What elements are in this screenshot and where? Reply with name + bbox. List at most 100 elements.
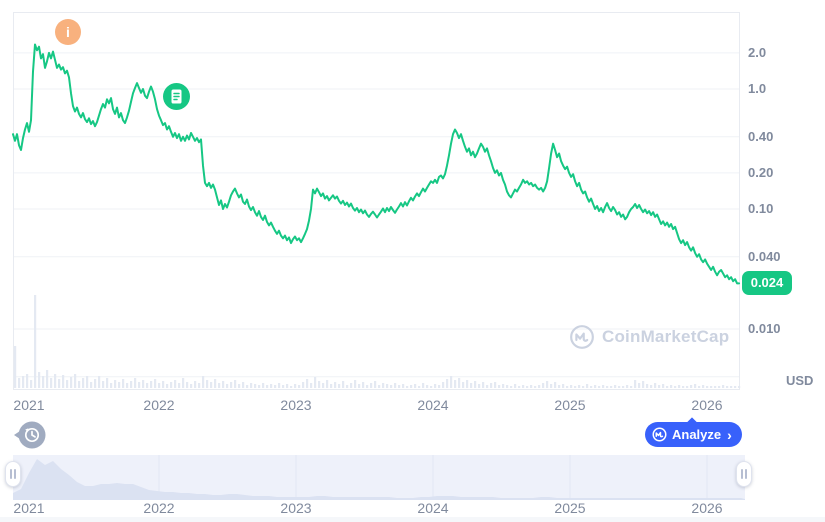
volume-bar — [54, 374, 57, 388]
volume-bar — [146, 383, 149, 388]
volume-bar — [506, 385, 509, 388]
volume-bar — [526, 386, 529, 388]
brush-x-axis-label: 2022 — [143, 500, 175, 516]
volume-bar — [698, 386, 701, 388]
currency-unit-label[interactable]: USD — [786, 373, 814, 388]
volume-bar — [98, 376, 101, 388]
analyze-button[interactable]: Analyze › — [645, 417, 742, 447]
volume-bar — [290, 386, 293, 388]
brush-handle-left[interactable] — [5, 461, 21, 487]
volume-bar — [70, 377, 73, 388]
volume-bar — [646, 384, 649, 388]
volume-bar — [210, 382, 213, 388]
volume-bar — [274, 385, 277, 388]
volume-bar — [550, 384, 553, 388]
volume-bar — [454, 380, 457, 388]
volume-bar — [246, 385, 249, 388]
volume-bar — [738, 386, 741, 388]
volume-bar — [534, 386, 537, 388]
volume-bar — [138, 382, 141, 388]
timeline-brush-canvas — [13, 455, 745, 500]
volume-bar — [298, 385, 301, 388]
volume-bar — [390, 385, 393, 388]
x-axis-label: 2025 — [554, 397, 586, 413]
volume-bar — [302, 382, 305, 388]
volume-bar — [690, 385, 693, 388]
history-icon[interactable] — [12, 419, 48, 451]
volume-bar — [362, 382, 365, 388]
volume-bar — [106, 378, 109, 388]
volume-bar — [450, 376, 453, 388]
volume-bar — [686, 386, 689, 388]
info-marker-glyph: i — [66, 24, 70, 40]
volume-bar — [474, 381, 477, 388]
volume-bar — [502, 384, 505, 388]
volume-bar — [310, 383, 313, 388]
volume-bar — [30, 380, 33, 388]
volume-bar — [190, 384, 193, 388]
volume-bar — [154, 379, 157, 388]
volume-bar — [338, 384, 341, 388]
brush-x-axis-label: 2023 — [280, 500, 312, 516]
volume-bar — [514, 384, 517, 388]
volume-bar — [730, 386, 733, 388]
volume-bar — [458, 378, 461, 388]
volume-bar — [22, 376, 25, 388]
volume-bar — [202, 376, 205, 388]
volume-bar — [426, 385, 429, 388]
volume-bar — [222, 381, 225, 388]
volume-bar — [18, 378, 21, 388]
price-line — [12, 43, 741, 285]
volume-bar — [126, 383, 129, 388]
volume-bar — [462, 382, 465, 388]
coinmarketcap-watermark: CoinMarketCap — [569, 324, 729, 350]
y-axis-label: 0.20 — [748, 165, 774, 180]
volume-bar — [226, 384, 229, 388]
y-axis-label: 0.10 — [748, 201, 774, 216]
volume-bar — [606, 386, 609, 388]
volume-bar — [378, 385, 381, 388]
bottom-divider — [0, 517, 825, 522]
volume-bar — [242, 382, 245, 388]
brush-handle-right[interactable] — [736, 461, 752, 487]
volume-bar — [142, 380, 145, 388]
volume-bar — [382, 383, 385, 388]
volume-bar — [498, 385, 501, 388]
chevron-right-icon: › — [727, 426, 732, 443]
volume-bar — [374, 381, 377, 388]
volume-bar — [574, 386, 577, 388]
volume-bar — [370, 383, 373, 388]
y-axis-label: 1.0 — [748, 81, 767, 96]
volume-bar — [342, 381, 345, 388]
volume-bar — [578, 385, 581, 388]
volume-bar — [486, 385, 489, 388]
volume-bar — [278, 383, 281, 388]
volume-bar — [102, 381, 105, 388]
news-marker-icon[interactable] — [163, 83, 190, 110]
volume-bar — [446, 379, 449, 388]
volume-bar — [438, 385, 441, 388]
brush-area — [13, 459, 745, 500]
volume-bar — [186, 382, 189, 388]
info-marker-icon[interactable]: i — [55, 19, 81, 45]
volume-bar — [358, 384, 361, 388]
volume-bar — [118, 382, 121, 388]
volume-bar — [610, 386, 613, 388]
volume-bar — [114, 380, 117, 388]
volume-bar — [354, 380, 357, 388]
coinmarketcap-logo-icon — [570, 325, 594, 349]
volume-bar — [650, 385, 653, 388]
volume-bar — [250, 383, 253, 388]
volume-bar — [170, 382, 173, 388]
volume-bar — [530, 385, 533, 388]
volume-bar — [234, 380, 237, 388]
volume-bar — [394, 383, 397, 388]
timeline-brush[interactable] — [13, 455, 745, 500]
volume-bar — [82, 378, 85, 388]
volume-bar — [318, 381, 321, 388]
volume-bar — [282, 385, 285, 388]
volume-bar — [510, 386, 513, 388]
volume-bar — [134, 378, 137, 388]
